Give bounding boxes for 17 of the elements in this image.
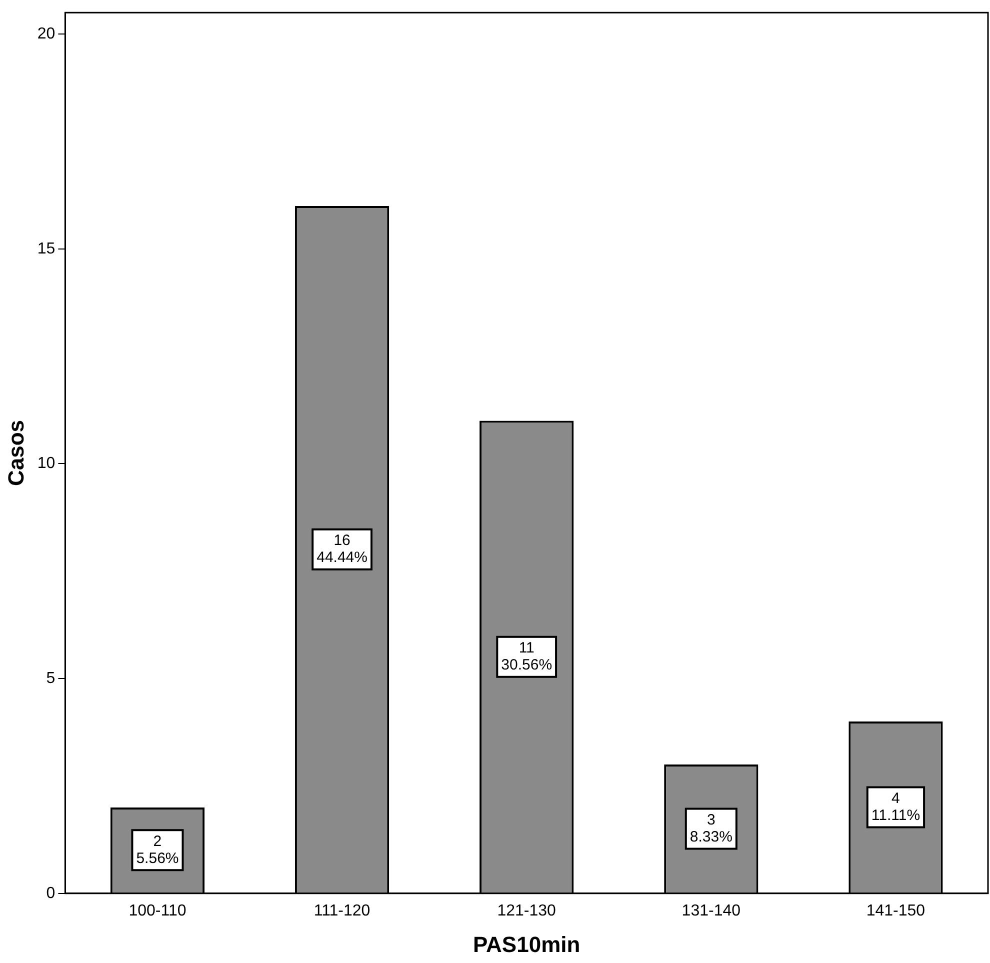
data-label: 16 44.44% <box>316 532 368 566</box>
data-label: 3 8.33% <box>690 811 732 846</box>
data-label: 4 11.11% <box>871 790 920 824</box>
y-tick-label: 15 <box>37 240 56 258</box>
y-tick-label: 0 <box>46 884 56 902</box>
x-axis-title: PAS10min <box>473 932 580 957</box>
data-label: 11 30.56% <box>501 639 552 674</box>
x-tick-label: 141-150 <box>866 902 926 920</box>
x-tick-label: 121-130 <box>497 902 556 920</box>
y-axis-title: Casos <box>3 420 28 486</box>
y-tick-label: 5 <box>46 670 56 687</box>
x-tick-label: 100-110 <box>128 902 186 920</box>
y-tick-label: 10 <box>37 455 56 472</box>
data-label: 2 5.56% <box>136 832 179 867</box>
y-tick-label: 20 <box>37 25 56 42</box>
x-tick-label: 131-140 <box>682 902 741 920</box>
x-tick-label: 111-120 <box>314 902 370 920</box>
